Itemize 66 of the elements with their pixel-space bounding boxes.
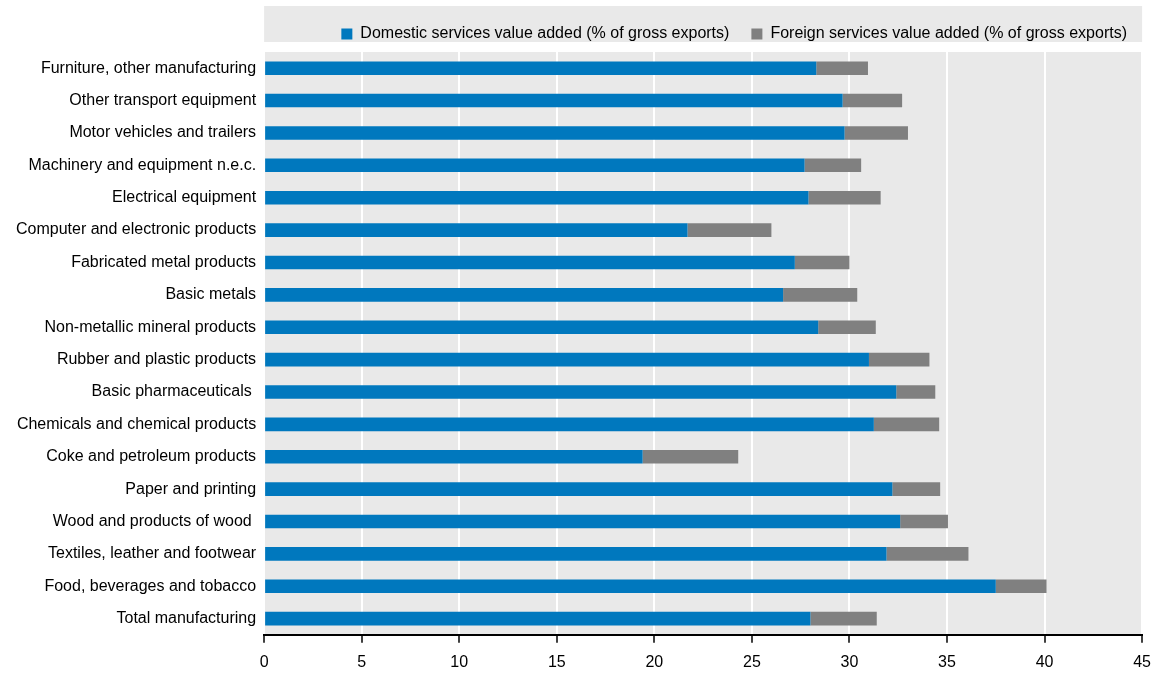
bar xyxy=(995,579,1047,594)
bar xyxy=(818,320,876,335)
x-tick-label: 10 xyxy=(450,652,469,670)
y-tick-label: Rubber and plastic products xyxy=(56,350,257,367)
x-tick-label: 15 xyxy=(547,652,566,670)
y-tick-label: Total manufacturing xyxy=(116,609,257,627)
bar xyxy=(868,352,930,367)
bar xyxy=(265,158,805,173)
y-tick-label: Paper and printing xyxy=(125,479,257,497)
bar xyxy=(265,449,643,464)
bar xyxy=(265,611,811,626)
bar xyxy=(794,255,850,270)
bar xyxy=(265,482,893,496)
y-tick-label: Coke and petroleum products xyxy=(46,447,257,465)
y-tick-label: Food, beverages and tobacco xyxy=(44,576,257,594)
bar xyxy=(642,449,739,464)
legend-label: Domestic services value added (% of gross exports) xyxy=(360,24,730,42)
y-tick-label: Basic pharmaceuticals xyxy=(91,382,257,400)
y-tick-label: Non-metallic mineral products xyxy=(44,317,257,335)
y-tick-label: Motor vehicles and trailers xyxy=(69,123,257,141)
bar xyxy=(804,158,862,173)
bar xyxy=(265,126,845,140)
bar xyxy=(265,579,996,594)
x-tick-label: 5 xyxy=(357,652,367,670)
x-tick-label: 40 xyxy=(1035,652,1054,670)
y-tick-label: Fabricated metal products xyxy=(71,252,257,270)
y-tick-label: Wood and products of wood xyxy=(52,511,257,529)
bar xyxy=(265,320,819,335)
x-tick-label: 25 xyxy=(742,652,761,670)
bar xyxy=(886,547,969,561)
y-tick-label: Chemicals and chemical products xyxy=(16,414,257,432)
bar xyxy=(687,223,772,237)
bar xyxy=(265,514,901,529)
bar xyxy=(783,288,858,302)
bar xyxy=(265,352,869,367)
bar xyxy=(265,547,887,561)
bar xyxy=(900,514,948,529)
bar xyxy=(842,93,903,108)
bar xyxy=(265,385,897,399)
bar xyxy=(265,93,843,108)
x-tick-label: 0 xyxy=(259,652,269,670)
bar xyxy=(808,190,881,205)
bar xyxy=(265,255,795,270)
bar xyxy=(265,223,688,237)
bar xyxy=(896,385,936,399)
y-tick-label: Textiles, leather and footwear xyxy=(48,544,257,562)
bar xyxy=(810,611,877,626)
bar xyxy=(892,482,941,496)
y-tick-label: Machinery and equipment n.e.c. xyxy=(28,155,257,173)
bar xyxy=(265,417,874,432)
y-tick-label: Computer and electronic products xyxy=(16,220,257,238)
bar xyxy=(816,61,868,75)
legend-label: Foreign services value added (% of gross exports) xyxy=(770,24,1127,42)
bar xyxy=(844,126,908,140)
bar xyxy=(265,61,817,75)
x-tick-label: 30 xyxy=(840,652,859,670)
y-tick-label: Electrical equipment xyxy=(112,188,257,206)
x-tick-label: 45 xyxy=(1133,652,1152,670)
bar xyxy=(265,288,784,302)
bar xyxy=(873,417,940,432)
y-tick-label: Other transport equipment xyxy=(69,90,257,108)
y-tick-label: Furniture, other manufacturing xyxy=(40,58,257,76)
x-tick-label: 20 xyxy=(645,652,664,670)
y-tick-label: Basic metals xyxy=(165,285,257,303)
x-tick-label: 35 xyxy=(938,652,956,670)
bar xyxy=(265,190,809,205)
